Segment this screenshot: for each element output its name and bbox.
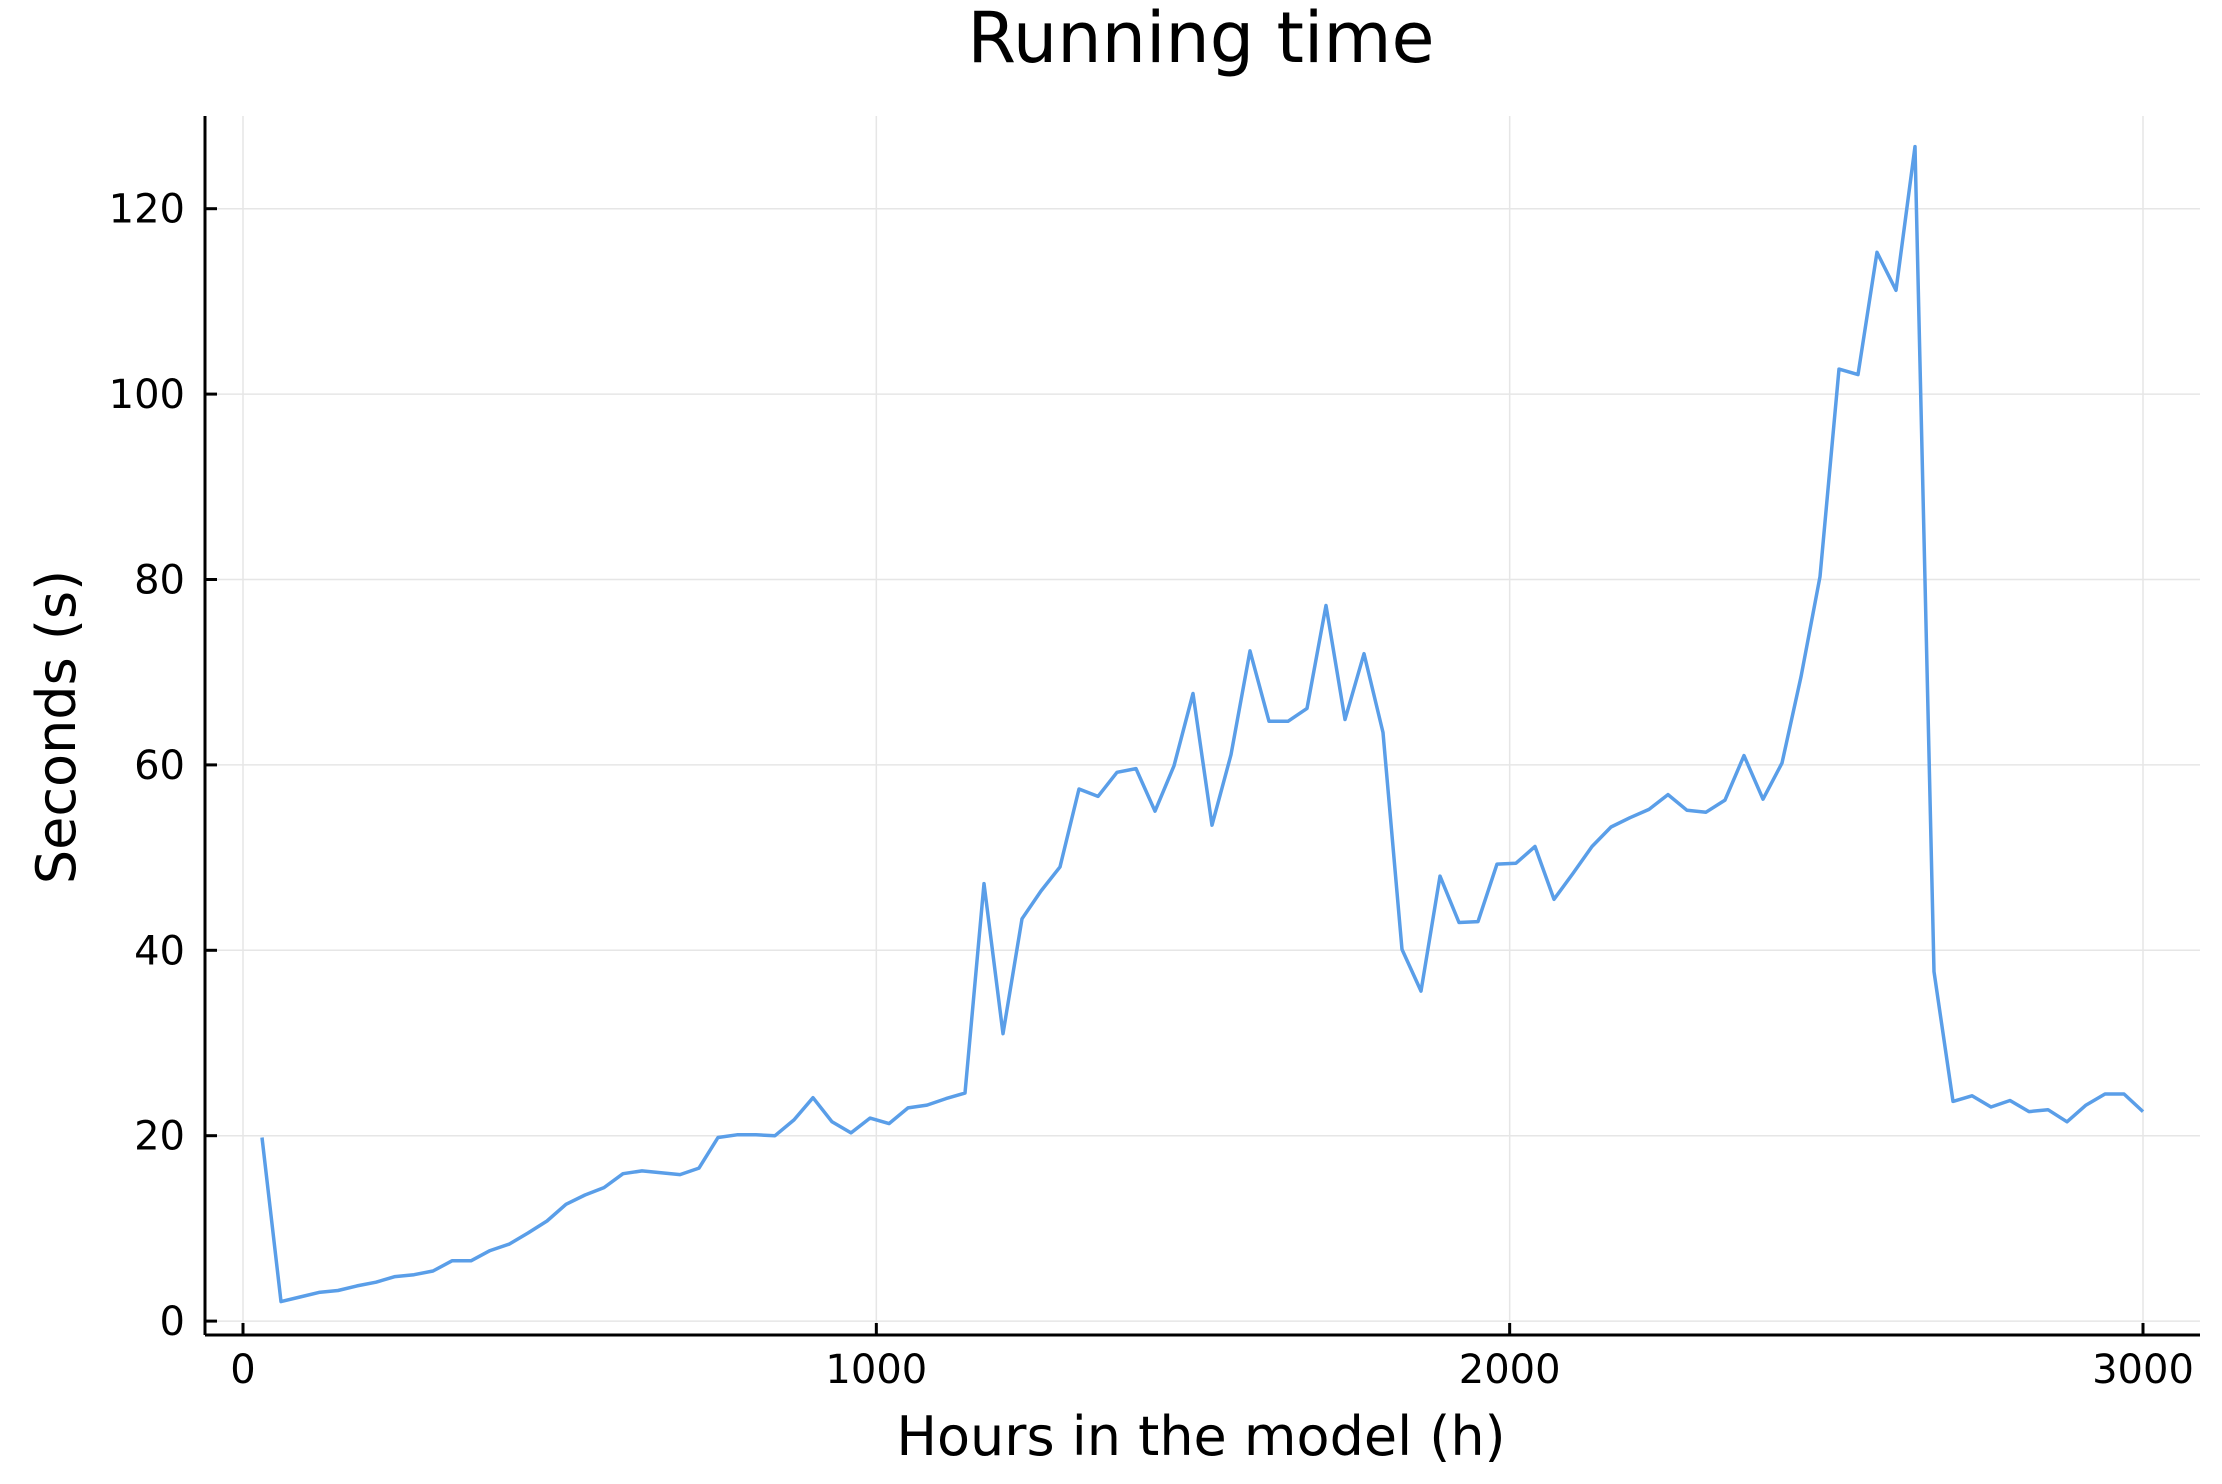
- grid-lines: [205, 116, 2200, 1335]
- chart-title: Running time: [967, 0, 1434, 79]
- y-tick-label: 100: [109, 372, 185, 418]
- y-tick-label: 0: [160, 1299, 185, 1345]
- x-axis-label: Hours in the model (h): [896, 1405, 1505, 1468]
- series-line: [260, 144, 2145, 1304]
- tick-marks-and-labels: 0 1000 2000 3000 0 20 40 60 80 100 120: [109, 187, 2194, 1393]
- y-tick-label: 80: [134, 557, 185, 603]
- series-layer: [260, 144, 2145, 1304]
- x-tick-label: 1000: [825, 1347, 927, 1393]
- x-tick-label: 3000: [2092, 1347, 2194, 1393]
- x-tick-label: 0: [230, 1347, 255, 1393]
- y-tick-label: 60: [134, 743, 185, 789]
- y-tick-label: 40: [134, 928, 185, 974]
- x-tick-label: 2000: [1459, 1347, 1561, 1393]
- y-axis-label: Seconds (s): [25, 570, 88, 884]
- y-tick-label: 120: [109, 187, 185, 233]
- y-tick-label: 20: [134, 1114, 185, 1160]
- axes: [203, 116, 2200, 1337]
